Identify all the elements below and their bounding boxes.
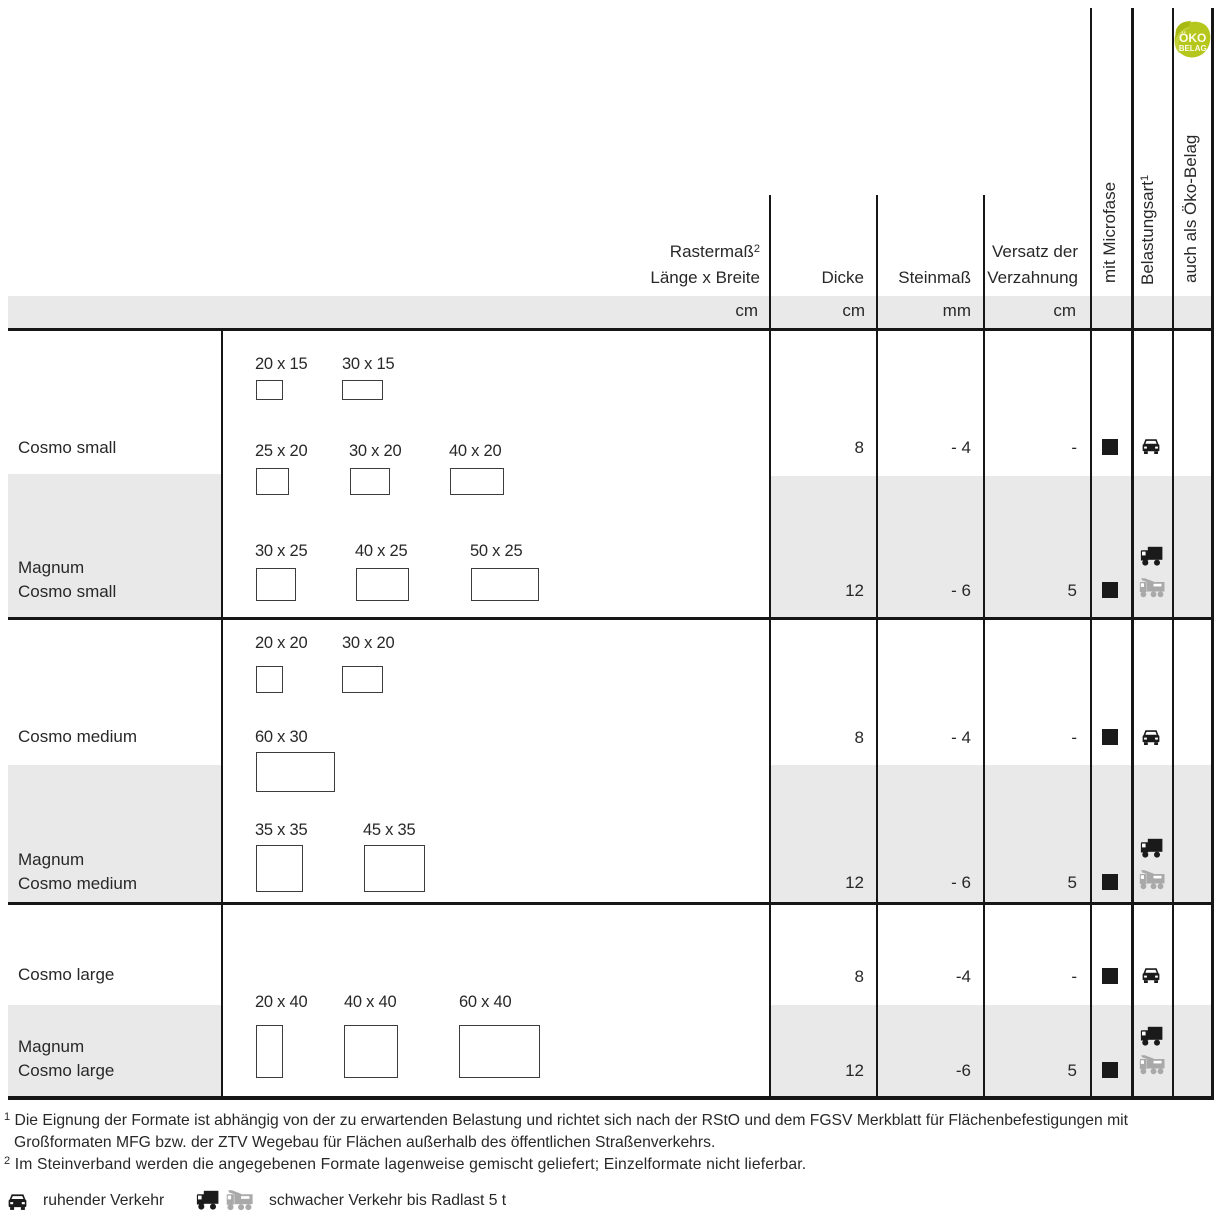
svg-text:BELAG: BELAG (1179, 44, 1207, 53)
svg-text:ÖKO: ÖKO (1179, 30, 1206, 45)
